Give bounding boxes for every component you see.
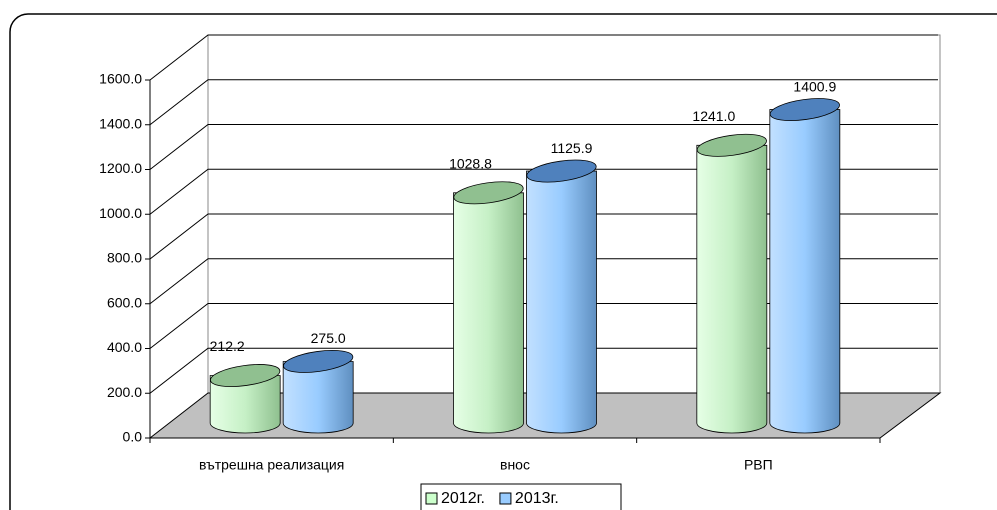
cylinder: [209, 364, 281, 434]
x-tick-label: вътрешна реализация: [199, 457, 344, 473]
cylinder-body: [769, 109, 841, 434]
value-label: 212.2: [210, 338, 245, 354]
y-tick-label: 1200.0: [99, 160, 142, 176]
cylinder-top: [769, 98, 840, 121]
legend-marker: [499, 492, 512, 505]
grid-line: [149, 303, 938, 349]
value-label: 1028.8: [449, 156, 492, 172]
grid-line: [149, 168, 938, 215]
cylinder: [769, 98, 841, 434]
cylinder-body: [282, 361, 354, 434]
value-label: 275.0: [311, 330, 346, 346]
y-tick-label: 800.0: [107, 250, 142, 266]
value-label: 1125.9: [551, 140, 593, 156]
grid-line: [149, 124, 938, 170]
y-tick-label: 1000.0: [99, 205, 142, 221]
value-label: 1241.0: [692, 108, 735, 124]
grid-line: [149, 258, 938, 305]
value-label: 1400.9: [793, 78, 836, 94]
grid-line: [149, 213, 938, 260]
cylinder-top: [283, 350, 354, 373]
cylinder: [526, 159, 597, 434]
y-tick-label: 600.0: [107, 294, 142, 310]
y-tick-label: 0.0: [123, 429, 143, 445]
cylinder-body: [453, 192, 524, 434]
y-tick-label: 200.0: [107, 384, 142, 400]
cylinder-top: [696, 133, 767, 157]
cylinder-top: [526, 159, 597, 183]
y-tick-label: 1400.0: [99, 115, 142, 131]
x-tick-label: РВП: [744, 457, 773, 473]
cylinder-body: [526, 170, 597, 434]
cylinder-top: [210, 364, 281, 387]
y-tick-label: 400.0: [107, 339, 142, 355]
grid-line: [149, 34, 938, 81]
x-tick-label: внос: [500, 457, 530, 473]
grid-line: [149, 79, 938, 126]
cylinder-top: [453, 181, 524, 205]
cylinder: [453, 181, 524, 434]
legend-marker: [425, 492, 438, 505]
cylinder-body: [209, 375, 281, 434]
y-tick-label: 1600.0: [99, 71, 142, 87]
legend-label: 2013г.: [515, 490, 559, 507]
legend-box: [420, 483, 622, 510]
cylinder: [282, 350, 354, 434]
legend-label: 2012г.: [441, 490, 485, 507]
grid-line: [149, 347, 938, 394]
cylinder-body: [696, 144, 768, 434]
cylinder: [696, 133, 768, 434]
